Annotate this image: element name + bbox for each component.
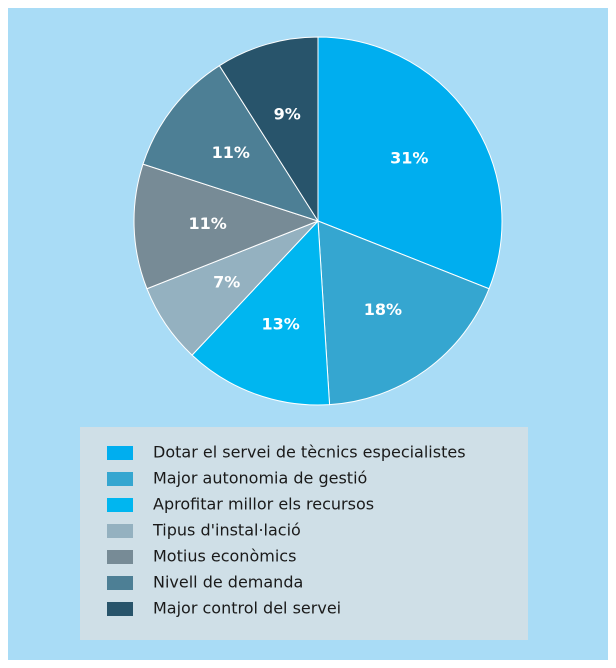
- slice-label: 7%: [213, 273, 240, 292]
- pie-slice: [317, 36, 503, 290]
- slice-label: 11%: [212, 143, 250, 162]
- pie-slice: [142, 64, 320, 222]
- slice-label: 9%: [274, 104, 301, 123]
- pie-slice: [191, 219, 331, 406]
- slice-label: 31%: [390, 148, 428, 167]
- pie-slice: [218, 36, 319, 223]
- legend-label: Aprofitar millor els recursos: [153, 495, 374, 514]
- slice-label: 13%: [261, 314, 299, 333]
- legend-label: Nivell de demanda: [153, 573, 303, 592]
- legend-swatch: [107, 524, 133, 538]
- legend-label: Dotar el servei de tècnics especialistes: [153, 443, 466, 462]
- legend-swatch: [107, 498, 133, 512]
- legend-box: [80, 427, 528, 640]
- legend-swatch: [107, 576, 133, 590]
- legend-swatch: [107, 550, 133, 564]
- legend-label: Major control del servei: [153, 599, 341, 618]
- pie-slice: [133, 163, 320, 290]
- legend-label: Major autonomia de gestió: [153, 469, 367, 488]
- slice-label: 18%: [364, 300, 402, 319]
- legend-swatch: [107, 472, 133, 486]
- legend-swatch: [107, 602, 133, 616]
- pie-slice: [317, 220, 490, 406]
- legend-swatch: [107, 446, 133, 460]
- slice-label: 11%: [189, 214, 227, 233]
- legend-label: Motius econòmics: [153, 547, 296, 566]
- legend-label: Tipus d'instal·lació: [152, 521, 301, 540]
